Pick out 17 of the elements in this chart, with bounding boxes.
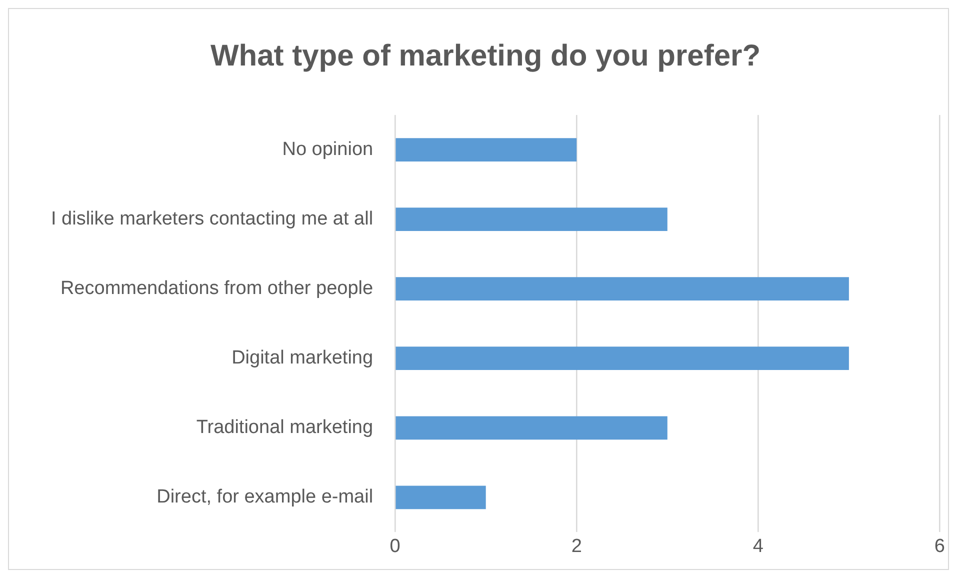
bar: [396, 208, 668, 231]
x-tick-label: 2: [571, 536, 582, 557]
x-tick-label: 6: [934, 536, 946, 557]
bar: [396, 277, 849, 301]
bar: [396, 138, 577, 162]
bar: [396, 486, 486, 510]
y-tick-label: No opinion: [282, 139, 374, 160]
bar: [396, 346, 849, 370]
chart-title: What type of marketing do you prefer?: [210, 39, 761, 72]
y-tick-label: Traditional marketing: [196, 417, 374, 438]
y-tick-label: Recommendations from other people: [60, 278, 374, 300]
x-tick-label: 4: [752, 536, 764, 557]
y-tick-label: I dislike marketers contacting me at all: [50, 208, 374, 230]
y-tick-label: Direct, for example e-mail: [156, 486, 374, 508]
x-tick-label: 0: [390, 536, 400, 557]
y-tick-label: Digital marketing: [232, 348, 374, 369]
bar: [396, 416, 668, 440]
